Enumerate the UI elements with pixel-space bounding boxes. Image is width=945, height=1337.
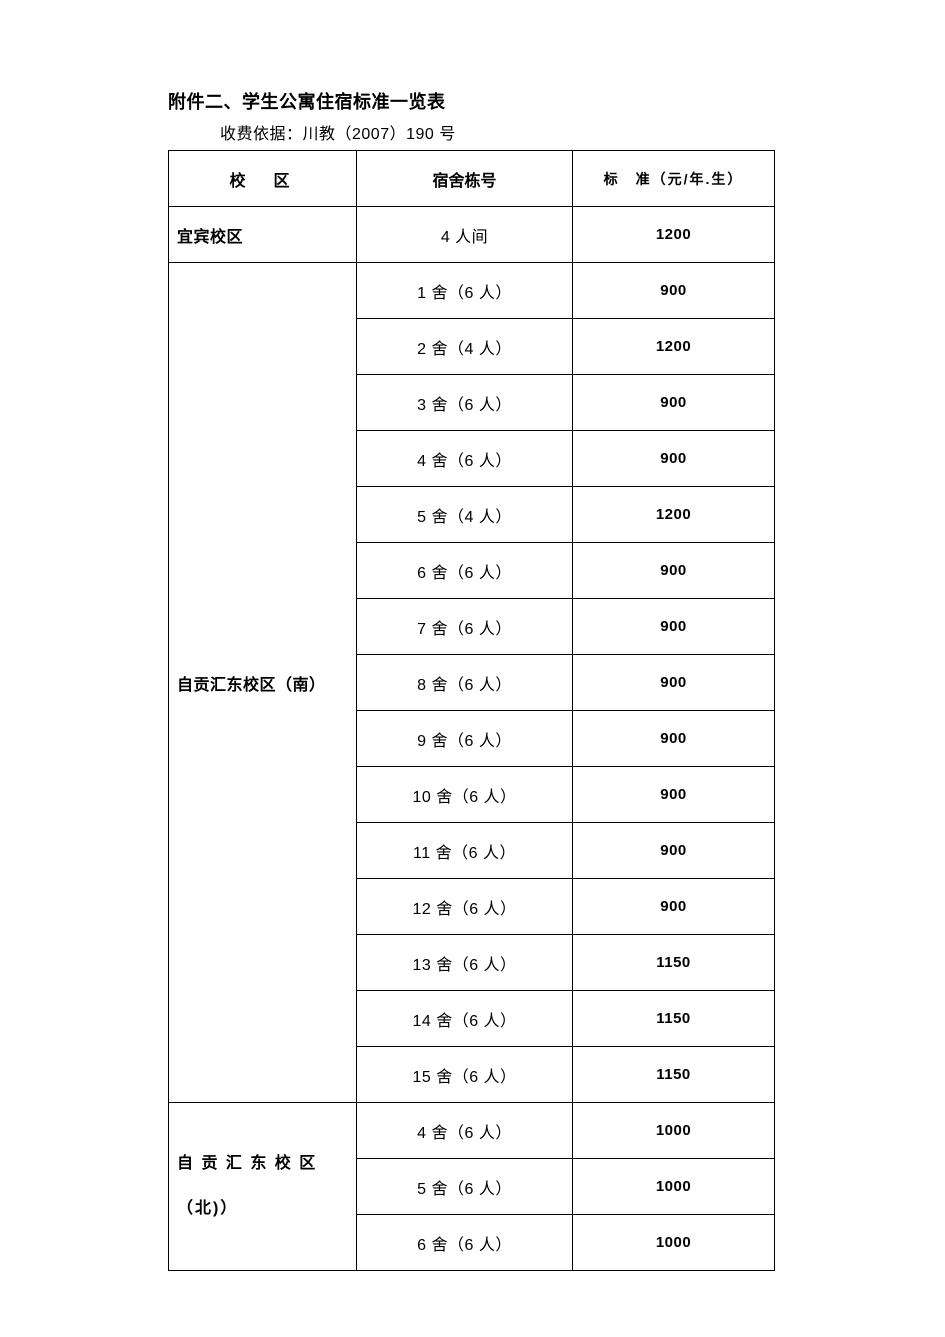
price-cell: 900 <box>573 711 775 767</box>
dorm-fee-table: 校 区 宿舍栋号 标 准（元/年.生） 宜宾校区4 人间1200自贡汇东校区（南… <box>168 150 775 1271</box>
price-cell: 900 <box>573 375 775 431</box>
price-cell: 1150 <box>573 1047 775 1103</box>
price-cell: 900 <box>573 767 775 823</box>
building-cell: 4 人间 <box>357 207 573 263</box>
campus-cell: 自贡汇东校区（南） <box>169 263 357 1103</box>
building-cell: 8 舍（6 人） <box>357 655 573 711</box>
price-cell: 900 <box>573 823 775 879</box>
document-page: 附件二、学生公寓住宿标准一览表 收费依据：川教（2007）190 号 校 区 宿… <box>0 0 945 1271</box>
table-row: 宜宾校区4 人间1200 <box>169 207 775 263</box>
col-campus: 校 区 <box>169 151 357 207</box>
campus-cell: 自 贡 汇 东 校 区（北)） <box>169 1103 357 1271</box>
table-row: 自贡汇东校区（南）1 舍（6 人）900 <box>169 263 775 319</box>
price-cell: 1150 <box>573 991 775 1047</box>
building-cell: 1 舍（6 人） <box>357 263 573 319</box>
building-cell: 14 舍（6 人） <box>357 991 573 1047</box>
price-cell: 900 <box>573 431 775 487</box>
building-cell: 6 舍（6 人） <box>357 1215 573 1271</box>
building-cell: 9 舍（6 人） <box>357 711 573 767</box>
building-cell: 5 舍（6 人） <box>357 1159 573 1215</box>
price-cell: 900 <box>573 655 775 711</box>
building-cell: 4 舍（6 人） <box>357 431 573 487</box>
price-cell: 1150 <box>573 935 775 991</box>
building-cell: 4 舍（6 人） <box>357 1103 573 1159</box>
building-cell: 7 舍（6 人） <box>357 599 573 655</box>
building-cell: 13 舍（6 人） <box>357 935 573 991</box>
price-cell: 900 <box>573 543 775 599</box>
price-cell: 1200 <box>573 319 775 375</box>
page-title: 附件二、学生公寓住宿标准一览表 <box>168 88 777 114</box>
col-standard: 标 准（元/年.生） <box>573 151 775 207</box>
building-cell: 10 舍（6 人） <box>357 767 573 823</box>
building-cell: 5 舍（4 人） <box>357 487 573 543</box>
building-cell: 6 舍（6 人） <box>357 543 573 599</box>
price-cell: 900 <box>573 263 775 319</box>
col-building: 宿舍栋号 <box>357 151 573 207</box>
price-cell: 1000 <box>573 1215 775 1271</box>
price-cell: 1000 <box>573 1103 775 1159</box>
table-row: 自 贡 汇 东 校 区（北)）4 舍（6 人）1000 <box>169 1103 775 1159</box>
table-body: 宜宾校区4 人间1200自贡汇东校区（南）1 舍（6 人）9002 舍（4 人）… <box>169 207 775 1271</box>
building-cell: 15 舍（6 人） <box>357 1047 573 1103</box>
price-cell: 900 <box>573 599 775 655</box>
building-cell: 12 舍（6 人） <box>357 879 573 935</box>
page-subtitle: 收费依据：川教（2007）190 号 <box>168 120 777 144</box>
price-cell: 900 <box>573 879 775 935</box>
table-header: 校 区 宿舍栋号 标 准（元/年.生） <box>169 151 775 207</box>
price-cell: 1200 <box>573 487 775 543</box>
building-cell: 3 舍（6 人） <box>357 375 573 431</box>
price-cell: 1000 <box>573 1159 775 1215</box>
price-cell: 1200 <box>573 207 775 263</box>
campus-cell: 宜宾校区 <box>169 207 357 263</box>
building-cell: 11 舍（6 人） <box>357 823 573 879</box>
building-cell: 2 舍（4 人） <box>357 319 573 375</box>
